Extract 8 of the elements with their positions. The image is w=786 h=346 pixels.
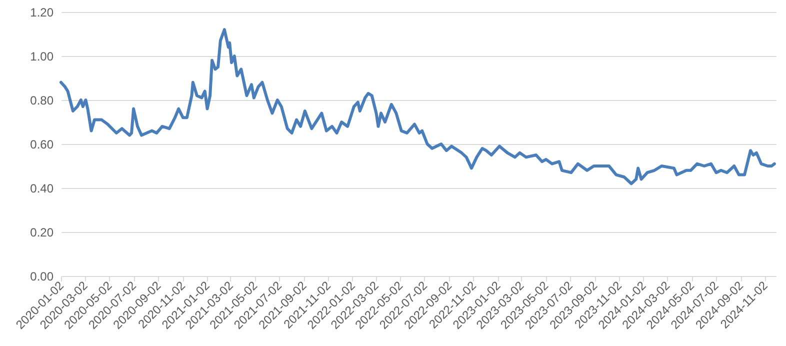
y-tick-label: 0.20 (30, 226, 54, 240)
line-series (60, 28, 776, 186)
y-tick-label: 0.80 (30, 94, 54, 108)
y-tick-label: 0.60 (30, 138, 54, 152)
y-tick-label: 1.00 (30, 50, 54, 64)
y-tick-label: 0.00 (30, 270, 54, 284)
y-tick-label: 1.20 (30, 6, 54, 20)
y-tick-label: 0.40 (30, 182, 54, 196)
